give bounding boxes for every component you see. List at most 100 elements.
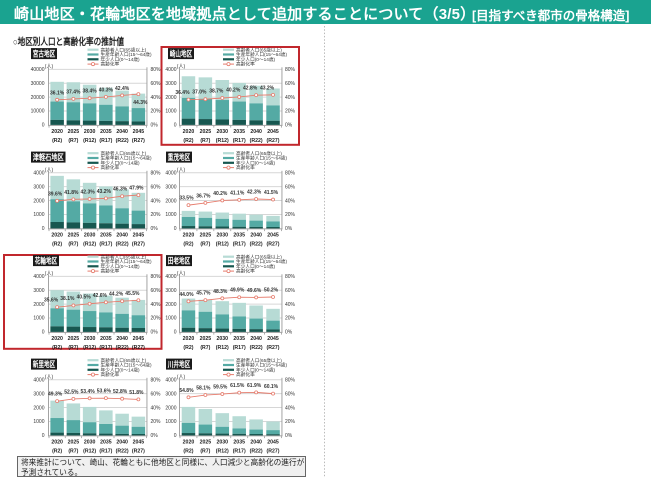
svg-text:2045: 2045	[133, 336, 145, 342]
svg-text:43.2%: 43.2%	[260, 85, 275, 91]
svg-text:2030: 2030	[84, 232, 96, 238]
svg-text:60%: 60%	[151, 184, 162, 190]
svg-text:年少人口(0～14歳): 年少人口(0～14歳)	[236, 56, 276, 63]
svg-text:(R22): (R22)	[116, 138, 129, 144]
svg-text:0%: 0%	[285, 433, 293, 439]
svg-text:(R17): (R17)	[99, 345, 112, 351]
svg-text:3000: 3000	[33, 184, 44, 190]
svg-text:(R12): (R12)	[216, 242, 229, 248]
svg-text:20%: 20%	[151, 316, 162, 322]
svg-text:2025: 2025	[200, 232, 212, 238]
svg-text:40.3%: 40.3%	[99, 87, 114, 93]
svg-text:49.3%: 49.3%	[48, 392, 63, 398]
svg-text:2040: 2040	[116, 129, 128, 135]
svg-text:(R12): (R12)	[83, 138, 96, 144]
svg-text:(R2): (R2)	[183, 138, 193, 144]
svg-text:(R7): (R7)	[68, 449, 78, 455]
svg-text:高齢化率: 高齢化率	[236, 61, 255, 68]
svg-text:43.2%: 43.2%	[97, 189, 112, 195]
svg-text:51.8%: 51.8%	[129, 390, 144, 396]
svg-text:61.9%: 61.9%	[247, 383, 262, 389]
svg-text:(人): (人)	[45, 375, 54, 381]
svg-text:2030: 2030	[217, 129, 229, 135]
svg-text:42.3%: 42.3%	[81, 190, 96, 196]
svg-text:52.8%: 52.8%	[113, 389, 128, 395]
svg-text:(R27): (R27)	[132, 242, 145, 248]
svg-text:2020: 2020	[183, 129, 195, 135]
svg-text:2000: 2000	[165, 302, 176, 308]
svg-text:60%: 60%	[285, 391, 296, 397]
svg-text:60%: 60%	[285, 288, 296, 294]
svg-text:(R22): (R22)	[250, 345, 263, 351]
svg-text:年少人口(0～14歳): 年少人口(0～14歳)	[236, 159, 276, 166]
svg-text:60%: 60%	[151, 288, 162, 294]
svg-text:2030: 2030	[217, 232, 229, 238]
svg-text:0: 0	[174, 226, 177, 232]
svg-text:生産年齢人口(15～64歳): 生産年齢人口(15～64歳)	[101, 155, 152, 162]
svg-text:年少人口(0～14歳): 年少人口(0～14歳)	[236, 366, 276, 373]
svg-text:40.5%: 40.5%	[77, 294, 92, 300]
svg-text:(R27): (R27)	[267, 345, 280, 351]
svg-text:新里地区: 新里地区	[33, 359, 56, 369]
svg-text:(R22): (R22)	[116, 449, 129, 455]
svg-text:0%: 0%	[151, 433, 159, 439]
svg-text:2000: 2000	[165, 95, 176, 101]
svg-text:38.4%: 38.4%	[83, 89, 98, 95]
svg-text:2030: 2030	[217, 336, 229, 342]
svg-text:40000: 40000	[31, 67, 45, 73]
svg-text:(R17): (R17)	[233, 449, 246, 455]
svg-text:2040: 2040	[250, 336, 262, 342]
svg-text:20%: 20%	[285, 316, 296, 322]
svg-text:20%: 20%	[285, 419, 296, 425]
svg-text:2040: 2040	[116, 232, 128, 238]
svg-text:(人): (人)	[177, 375, 186, 381]
svg-text:高齢者人口(65歳以上): 高齢者人口(65歳以上)	[101, 357, 147, 364]
svg-text:田老地区: 田老地区	[168, 255, 191, 265]
svg-text:生産年齢人口(15～64歳): 生産年齢人口(15～64歳)	[101, 51, 152, 58]
svg-text:35.6%: 35.6%	[44, 298, 59, 304]
svg-text:39.6%: 39.6%	[48, 191, 63, 197]
svg-text:45.5%: 45.5%	[125, 291, 140, 297]
svg-text:宮古地区: 宮古地区	[33, 48, 56, 58]
svg-text:(R22): (R22)	[116, 242, 129, 248]
svg-text:60%: 60%	[151, 391, 162, 397]
svg-text:3000: 3000	[165, 288, 176, 294]
svg-text:0: 0	[42, 226, 45, 232]
svg-text:0: 0	[42, 433, 45, 439]
svg-text:(R27): (R27)	[267, 449, 280, 455]
svg-text:4000: 4000	[165, 274, 176, 280]
svg-text:4000: 4000	[165, 171, 176, 177]
svg-text:2020: 2020	[51, 129, 63, 135]
svg-text:60.1%: 60.1%	[264, 384, 279, 390]
svg-text:0%: 0%	[151, 226, 159, 232]
svg-text:36.7%: 36.7%	[196, 193, 211, 199]
svg-text:36.1%: 36.1%	[50, 90, 65, 96]
svg-text:42.3%: 42.3%	[247, 190, 262, 196]
svg-text:2035: 2035	[100, 129, 112, 135]
svg-text:38.7%: 38.7%	[209, 89, 224, 95]
svg-text:80%: 80%	[285, 378, 296, 384]
svg-text:2030: 2030	[84, 336, 96, 342]
svg-text:生産年齢人口(15～64歳): 生産年齢人口(15～64歳)	[236, 362, 287, 369]
svg-text:年少人口(0～14歳): 年少人口(0～14歳)	[101, 56, 141, 63]
svg-text:2040: 2040	[250, 129, 262, 135]
svg-text:高齢者人口(65歳以上): 高齢者人口(65歳以上)	[101, 46, 147, 53]
svg-text:53.4%: 53.4%	[81, 389, 96, 395]
svg-text:高齢者人口(65歳以上): 高齢者人口(65歳以上)	[101, 150, 147, 157]
svg-text:(R22): (R22)	[250, 449, 263, 455]
svg-text:41.5%: 41.5%	[264, 190, 279, 196]
svg-text:(R2): (R2)	[183, 449, 193, 455]
svg-text:47.9%: 47.9%	[129, 186, 144, 192]
svg-text:48.3%: 48.3%	[213, 289, 228, 295]
svg-text:(R22): (R22)	[250, 138, 263, 144]
svg-text:高齢者人口(65歳以上): 高齢者人口(65歳以上)	[101, 253, 147, 260]
svg-text:3000: 3000	[165, 81, 176, 87]
svg-text:80%: 80%	[151, 378, 162, 384]
svg-text:(R2): (R2)	[52, 345, 62, 351]
svg-text:2000: 2000	[165, 405, 176, 411]
svg-text:4000: 4000	[33, 274, 44, 280]
svg-text:津軽石地区: 津軽石地区	[33, 152, 64, 162]
svg-text:4000: 4000	[33, 171, 44, 177]
svg-text:2035: 2035	[233, 232, 245, 238]
svg-text:30000: 30000	[31, 81, 45, 87]
